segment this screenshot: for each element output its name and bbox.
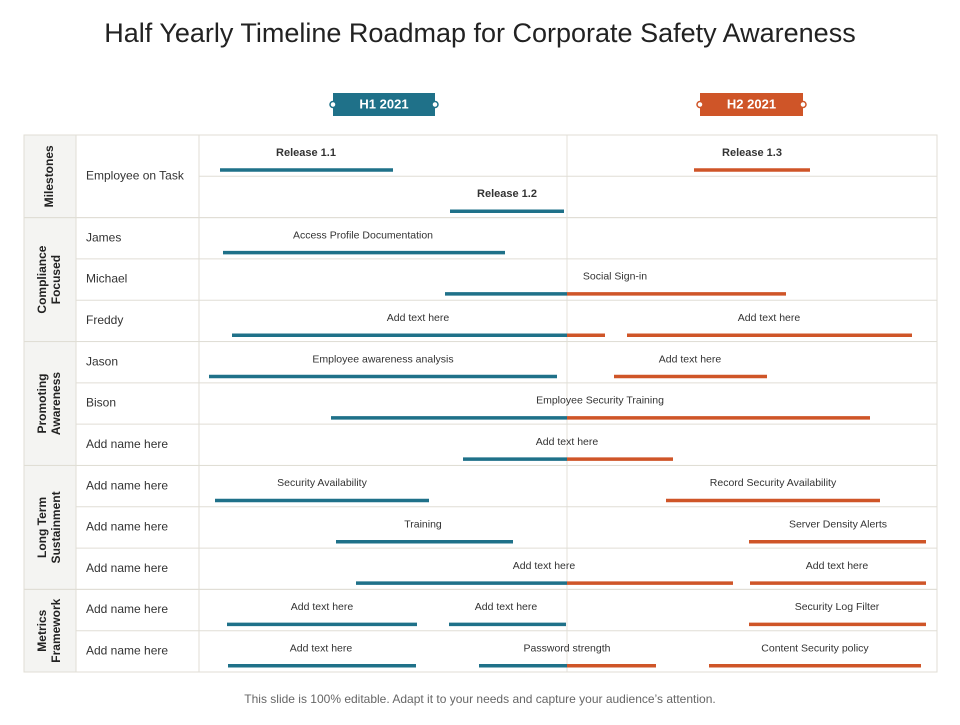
badge-dot [696,100,704,109]
item-label: Add text here [536,436,599,448]
item-label: Employee Security Training [536,395,664,407]
item-label: Add text here [659,353,722,365]
item-label: Release 1.3 [722,147,782,159]
group-label: Promoting [35,374,49,434]
period-label: H1 2021 [359,96,408,111]
group-label: Metrics [35,609,49,651]
group-label: Framework [49,598,63,662]
row-name: James [86,230,121,244]
item-label: Employee awareness analysis [312,353,453,365]
item-label: Add text here [291,601,354,613]
item-label: Add text here [513,560,576,572]
row-name: Add name here [86,644,168,658]
item-label: Password strength [524,642,611,654]
row-name: Freddy [86,313,123,327]
group-column [24,135,76,672]
badge-dot [329,100,337,109]
item-label: Content Security policy [761,642,869,654]
group-label: Long Term [35,497,49,558]
item-label: Add text here [387,312,450,324]
group-label: Compliance [35,245,49,313]
item-label: Release 1.2 [477,188,537,200]
group-label: Sustainment [49,491,63,563]
footer: This slide is 100% editable. Adapt it to… [244,692,715,706]
item-label: Security Log Filter [795,601,880,613]
row-name: Michael [86,272,127,286]
row-name: Employee on Task [86,168,185,182]
row-name: Add name here [86,520,168,534]
period-label: H2 2021 [727,96,776,111]
item-label: Release 1.1 [276,147,336,159]
row-name: Bison [86,396,116,410]
group-label: Awareness [49,372,63,435]
item-label: Social Sign-in [583,271,647,283]
item-label: Access Profile Documentation [293,229,433,241]
period-badge [333,93,435,116]
badge-dot [799,100,807,109]
item-label: Add text here [290,642,353,654]
group-label: Milestones [42,145,56,207]
item-label: Add text here [738,312,801,324]
item-label: Training [404,519,442,531]
badge-dot [431,100,439,109]
group-label: Focused [49,255,63,304]
row-name: Add name here [86,437,168,451]
row-name: Add name here [86,478,168,492]
row-name: Add name here [86,561,168,575]
item-label: Add text here [806,560,869,572]
row-name: Add name here [86,602,168,616]
item-label: Security Availability [277,477,367,489]
item-label: Server Density Alerts [789,519,887,531]
item-label: Add text here [475,601,538,613]
item-label: Record Security Availability [710,477,837,489]
period-badge [700,93,803,116]
title: Half Yearly Timeline Roadmap for Corpora… [104,18,855,48]
row-name: Jason [86,354,118,368]
